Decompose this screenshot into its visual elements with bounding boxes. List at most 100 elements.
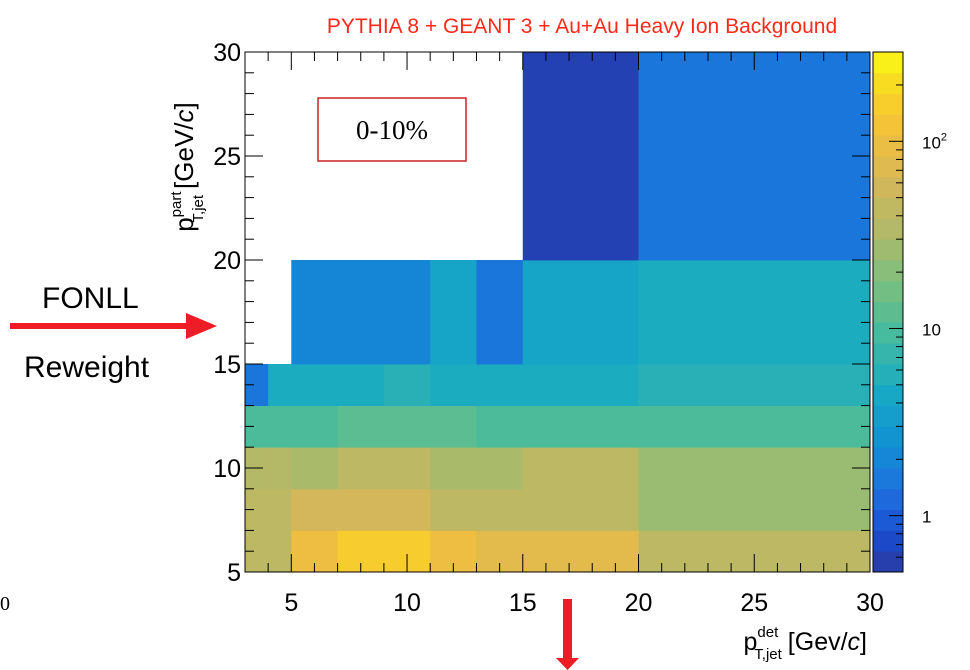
colorbar-band (873, 426, 903, 448)
heatmap-cell (430, 405, 477, 448)
heatmap-cell (268, 447, 292, 490)
colorbar-band (873, 239, 903, 261)
heatmap-cell (337, 260, 385, 365)
colorbar-band (873, 405, 903, 427)
centrality-box (317, 97, 467, 162)
centrality-label: 0-10% (356, 115, 428, 145)
y-tick-label: 25 (213, 143, 241, 171)
colorbar-band (873, 384, 903, 406)
colorbar-band (873, 52, 903, 74)
heatmap-cell (383, 488, 431, 531)
x-tick-labels: 5 10 15 20 25 30 (284, 589, 884, 617)
colorbar-frame (872, 51, 904, 573)
heatmap-cell (268, 530, 292, 573)
heatmap-cell (638, 260, 871, 365)
colorbar-band (873, 488, 903, 510)
x-tick-label: 15 (509, 589, 537, 617)
heatmap-cell (638, 405, 871, 448)
heatmap-cell (337, 405, 385, 448)
heatmap-cell (638, 52, 871, 261)
y-tick-label: 30 (213, 39, 241, 67)
heatmap-cell (291, 364, 338, 406)
heatmap-cell (291, 260, 338, 365)
colorbar-band (873, 135, 903, 157)
heatmap-cell (383, 447, 431, 490)
down-arrow (556, 599, 579, 670)
x-tick-label: 10 (393, 589, 421, 617)
heatmap-cell (522, 260, 639, 365)
heatmap-cell (337, 447, 385, 490)
colorbar-label: 1 (922, 508, 931, 527)
heatmap-cell (383, 405, 431, 448)
heatmap-cell (522, 488, 639, 531)
y-tick-label: 20 (213, 247, 241, 275)
heatmap-cell (522, 447, 639, 490)
y-axis-label: ppart T,jet[GeV/c] (168, 102, 207, 232)
colorbar-band (873, 551, 903, 573)
heatmap-cell (291, 488, 338, 531)
colorbar-band (873, 280, 903, 302)
plot-frame (244, 51, 871, 573)
x-tick-label: 20 (625, 589, 653, 617)
heatmap-cell (476, 364, 524, 406)
heatmap-cell (245, 405, 269, 448)
colorbar-band (873, 260, 903, 282)
heatmap-cell (522, 405, 639, 448)
colorbar-band (873, 218, 903, 240)
heatmap-cell (476, 447, 524, 490)
colorbar-band (873, 530, 903, 552)
colorbar-band (873, 114, 903, 136)
chart-title: PYTHIA 8 + GEANT 3 + Au+Au Heavy Ion Bac… (327, 15, 837, 38)
colorbar-band (873, 156, 903, 178)
reweight-arrow (10, 313, 217, 339)
heatmap-cell (430, 364, 477, 406)
colorbar-band (873, 197, 903, 219)
heatmap-cell (245, 530, 269, 573)
colorbar-band (873, 301, 903, 323)
heatmap-cell (383, 260, 431, 365)
y-tick-label: 10 (213, 455, 241, 483)
x-axis-label: pdet T,jet [Gev/c] (744, 624, 867, 663)
heatmap-cell (638, 488, 871, 531)
heatmap-cell (268, 488, 292, 531)
colorbar-band (873, 343, 903, 365)
heatmap-cell (245, 364, 269, 406)
colorbar-label: 10 (922, 320, 941, 339)
heatmap-cell (522, 530, 639, 573)
label-fonll: FONLL (42, 282, 139, 315)
colorbar-band (873, 72, 903, 94)
heatmap-cell (476, 405, 524, 448)
x-tick-label: 5 (284, 589, 298, 617)
heatmap-cell (522, 52, 639, 261)
heatmap-cell (291, 405, 338, 448)
y-tick-label: 15 (213, 351, 241, 379)
heatmap-cells (245, 52, 871, 573)
heatmap-cell (337, 488, 385, 531)
colorbar-band (873, 447, 903, 469)
colorbar-label: 102 (922, 131, 947, 152)
heatmap-cell (245, 488, 269, 531)
heatmap-cell (383, 364, 431, 406)
heatmap-cell (430, 260, 477, 365)
colorbar-band (873, 176, 903, 198)
heatmap-cell (430, 447, 477, 490)
heatmap-cell (291, 447, 338, 490)
heatmap-cell (337, 364, 385, 406)
heatmap-cell (638, 447, 871, 490)
heatmap-cell (430, 488, 477, 531)
label-reweight: Reweight (24, 351, 150, 384)
colorbar-band (873, 322, 903, 344)
colorbar-band (873, 509, 903, 531)
x-tick-label: 30 (856, 589, 884, 617)
y-tick-labels: 5 10 15 20 25 30 (213, 39, 241, 587)
x-tick-label: 25 (740, 589, 768, 617)
stray-text: 0 (0, 593, 10, 615)
heatmap-cell (268, 405, 292, 448)
colorbar-band (873, 364, 903, 386)
heatmap-cell (268, 364, 292, 406)
heatmap-cell (476, 260, 524, 365)
y-tick-label: 5 (227, 559, 241, 587)
